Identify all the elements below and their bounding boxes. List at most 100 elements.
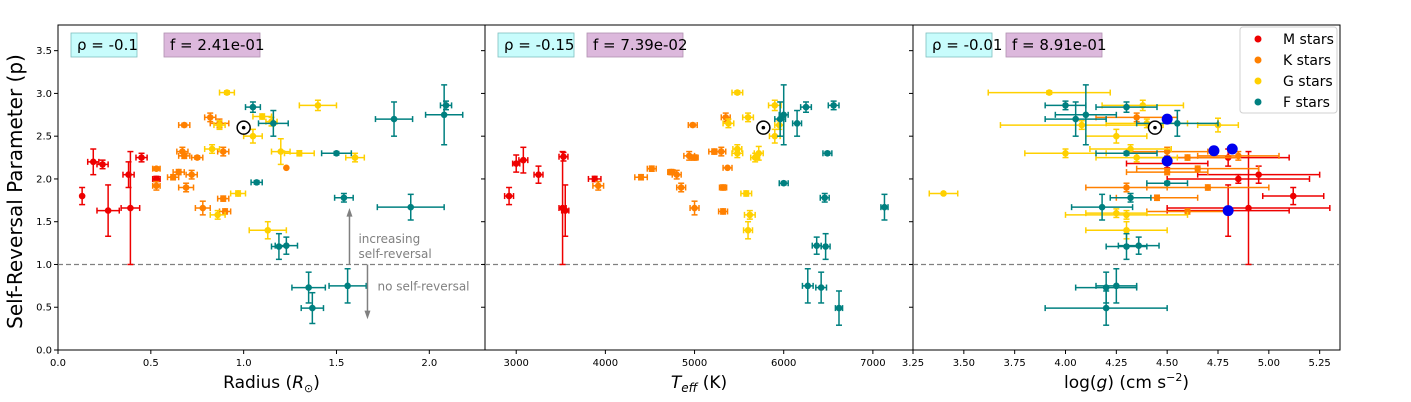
y-axis-label: Self-Reversal Parameter (p) xyxy=(3,54,27,329)
data-marker xyxy=(822,243,829,250)
x-tick-label: 0.0 xyxy=(50,358,66,369)
data-point-K xyxy=(203,112,217,123)
data-marker xyxy=(775,121,783,129)
data-marker xyxy=(1113,132,1120,140)
f-box xyxy=(1005,32,1103,58)
data-marker xyxy=(830,102,837,109)
data-marker xyxy=(802,103,810,111)
data-marker xyxy=(734,89,741,96)
data-point-G xyxy=(345,152,366,163)
data-point-H xyxy=(1226,143,1238,155)
data-marker xyxy=(223,89,231,96)
data-point-F xyxy=(257,109,289,137)
x-tick-label: 3.75 xyxy=(1004,358,1026,369)
data-marker xyxy=(351,154,359,161)
panel-3: 3.25 3.50 3.75 4.00 4.25 4.50 4.75 5.00 5.25 log(… xyxy=(902,24,1341,393)
data-point-F xyxy=(250,179,263,186)
data-marker xyxy=(1113,282,1120,290)
data-point-K xyxy=(634,173,649,181)
data-point-F xyxy=(822,149,833,157)
data-marker xyxy=(78,192,86,200)
x-tick-label: 2.0 xyxy=(421,358,437,369)
data-marker xyxy=(689,121,697,129)
data-marker xyxy=(104,207,112,214)
data-point-G xyxy=(1085,128,1148,144)
data-point-G xyxy=(203,143,221,155)
data-point-M xyxy=(1196,165,1321,184)
sun-symbol-dot xyxy=(241,125,246,130)
data-marker xyxy=(1082,111,1090,119)
data-point-F xyxy=(300,291,325,325)
data-point-K xyxy=(722,164,733,172)
data-marker xyxy=(1194,165,1201,172)
data-marker xyxy=(835,304,843,312)
data-point-F xyxy=(1044,290,1168,326)
data-point-G xyxy=(242,128,263,144)
panel-frame xyxy=(484,24,914,351)
data-marker xyxy=(188,171,195,178)
rho-text: ρ = -0.1 xyxy=(77,36,138,54)
data-marker xyxy=(793,120,801,127)
data-marker xyxy=(746,211,754,219)
data-point-M xyxy=(122,161,135,189)
data-point-K xyxy=(190,154,204,161)
sun-symbol-dot xyxy=(761,125,766,130)
data-marker xyxy=(264,226,272,234)
data-marker xyxy=(275,243,283,250)
data-point-K xyxy=(592,180,605,191)
up-arrow-head xyxy=(346,208,353,217)
y-tick-label: 2.5 xyxy=(36,132,52,143)
x-axis-label: log(g) (cm s−2) xyxy=(1064,371,1189,393)
data-marker xyxy=(744,226,752,234)
data-point-F xyxy=(1070,193,1134,221)
data-point-F xyxy=(815,271,828,304)
data-point-F xyxy=(778,84,789,146)
data-marker xyxy=(1102,304,1110,312)
legend-label: F stars xyxy=(1283,95,1330,111)
data-marker xyxy=(333,149,340,157)
data-marker xyxy=(258,113,266,120)
rho-box xyxy=(925,32,993,58)
data-marker xyxy=(277,148,285,155)
panel-2: 3000 4000 5000 6000 7000 Teff (K) ρ = -0.15 f =… xyxy=(481,24,914,395)
down-arrow-head xyxy=(364,310,371,320)
data-marker xyxy=(648,165,656,172)
x-tick-label: 4.00 xyxy=(1054,358,1076,369)
data-marker xyxy=(270,120,277,127)
data-marker xyxy=(1135,242,1142,249)
data-point-K xyxy=(1135,165,1260,172)
data-marker xyxy=(283,164,290,172)
data-marker xyxy=(89,158,97,166)
data-marker xyxy=(1235,175,1242,183)
data-marker xyxy=(744,114,752,121)
data-point-F xyxy=(1117,236,1160,255)
x-tick-label: 3000 xyxy=(503,358,528,369)
data-marker xyxy=(1127,194,1134,202)
data-point-F xyxy=(1135,109,1219,137)
data-point-G xyxy=(1024,148,1107,159)
data-marker xyxy=(591,175,598,183)
data-point-G xyxy=(270,138,291,166)
data-marker xyxy=(175,168,182,176)
legend-marker xyxy=(1254,35,1262,43)
data-point-G xyxy=(218,89,236,96)
data-marker xyxy=(719,208,727,215)
data-point-G xyxy=(1085,208,1148,219)
data-marker xyxy=(1163,179,1171,187)
data-marker xyxy=(314,102,322,109)
data-marker xyxy=(1133,154,1140,161)
data-marker xyxy=(505,192,513,200)
annotation-no-self-reversal: no self-reversal xyxy=(377,280,469,294)
data-point-H xyxy=(1161,155,1173,167)
data-marker xyxy=(535,171,542,178)
data-marker xyxy=(780,111,788,119)
data-point-M xyxy=(560,184,570,237)
data-point-K xyxy=(717,208,729,215)
y-tick-label: 1.0 xyxy=(36,260,52,271)
legend: M stars K stars G stars F stars xyxy=(1239,26,1338,114)
data-point-M xyxy=(86,148,100,176)
data-marker xyxy=(1245,204,1252,212)
data-point-K xyxy=(166,173,180,181)
f-text: f = 2.41e-01 xyxy=(170,36,265,54)
panel-1: 0.0 0.5 1.0 1.5 2.0 2.5 3.0 3.5 0.0 0.5 1.0 1.5 2.0 R… xyxy=(36,24,486,395)
